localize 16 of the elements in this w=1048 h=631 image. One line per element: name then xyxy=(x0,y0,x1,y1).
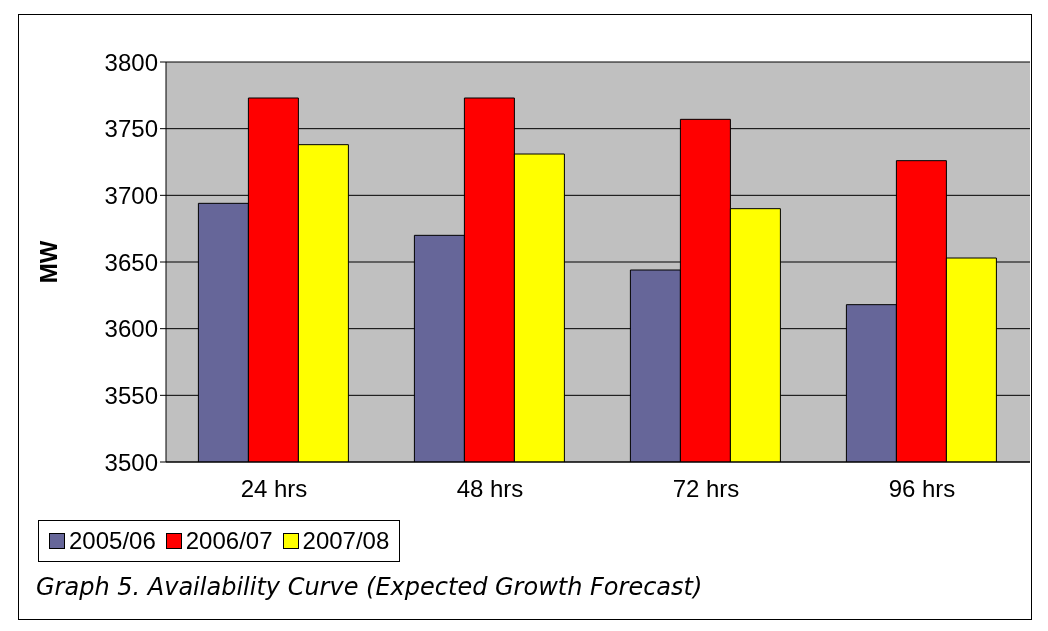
y-tick-label: 3550 xyxy=(104,381,158,409)
y-tick-label: 3650 xyxy=(104,248,158,276)
y-axis-title: MW xyxy=(34,240,62,284)
y-tick-label: 3800 xyxy=(104,48,158,76)
y-tick-label: 3750 xyxy=(104,115,158,143)
y-tick-label: 3700 xyxy=(104,181,158,209)
legend-label: 2005/06 xyxy=(68,527,156,555)
y-tick-label: 3600 xyxy=(104,315,158,343)
x-tick-label: 48 hrs xyxy=(456,475,524,503)
caption: Graph 5. Availability Curve (Expected Growth Forecast) xyxy=(36,573,703,601)
legend-label: 2007/08 xyxy=(301,527,390,555)
x-tick-label: 72 hrs xyxy=(672,475,740,503)
x-tick-label: 96 hrs xyxy=(888,475,956,503)
y-tick-label: 3500 xyxy=(104,448,158,476)
x-tick-label: 24 hrs xyxy=(240,475,308,503)
legend-label: 2006/07 xyxy=(184,527,273,555)
